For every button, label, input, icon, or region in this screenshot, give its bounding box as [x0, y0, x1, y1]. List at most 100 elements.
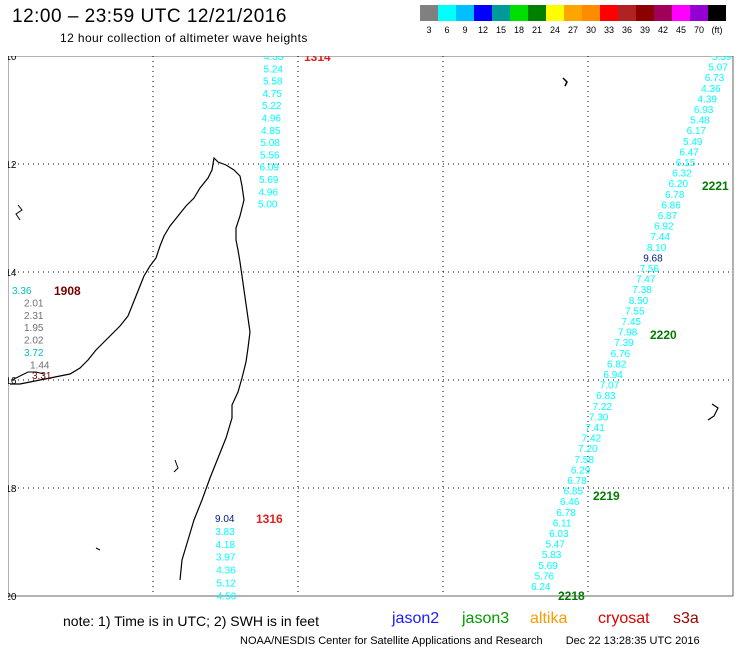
lat-tick-label: -20: [8, 592, 17, 603]
swh-value: 3.83: [215, 527, 235, 538]
legend-altika: altika: [530, 610, 568, 627]
scale-label: 12: [477, 25, 488, 35]
swh-value: 6.94: [603, 370, 623, 381]
swh-value: 2.01: [24, 298, 44, 309]
scale-swatch: [600, 5, 618, 21]
swh-value: 6.11: [553, 518, 572, 529]
track-time-label: 2218: [558, 589, 585, 603]
swh-value: 6.09: [260, 163, 280, 174]
swh-value: 5.47: [545, 540, 565, 551]
swh-value: 5.22: [262, 101, 282, 112]
map-title: 12:00 – 23:59 UTC 12/21/2016: [12, 6, 287, 27]
swh-value: 6.82: [607, 359, 627, 370]
swh-value: 6.87: [658, 211, 678, 222]
scale-label: 18: [513, 25, 524, 35]
swh-value: 5.69: [259, 175, 279, 186]
swh-value: 7.98: [618, 328, 638, 339]
footer: NOAA/NESDIS Center for Satellite Applica…: [240, 635, 720, 647]
swh-value: 6.93: [694, 105, 714, 116]
swh-value: 5.76: [535, 571, 555, 582]
swh-value: 1.44: [30, 360, 50, 371]
swh-value: 3.31: [32, 371, 52, 382]
swh-value: 6.20: [669, 179, 689, 190]
scale-swatch: [564, 5, 582, 21]
track-time-label: 1908: [54, 284, 81, 298]
scale-swatch: [690, 5, 708, 21]
scale-swatch: [456, 5, 474, 21]
swh-value: 6.15: [676, 158, 696, 169]
scale-swatch: [618, 5, 636, 21]
swh-value: 5.48: [690, 116, 710, 127]
track-time-label: 2221: [702, 179, 729, 193]
scale-swatch: [438, 5, 456, 21]
scale-label: 21: [531, 25, 542, 35]
map-frame: [7, 55, 734, 597]
wave-height-map: 454851545760-10-12-14-16-18-20 4.335.245…: [0, 50, 740, 615]
swh-value: 2.02: [24, 336, 44, 347]
scale-label: 6: [444, 25, 450, 35]
legend-s3a: s3a: [673, 610, 699, 627]
swh-value: 4.75: [263, 89, 283, 100]
swh-value: 7.38: [632, 285, 652, 296]
scale-label: 30: [585, 25, 596, 35]
swh-value: 6.17: [687, 126, 707, 137]
swh-value: 6.73: [705, 73, 725, 84]
lat-tick-label: -14: [8, 268, 17, 279]
track-time-label: 1316: [256, 512, 283, 526]
track-time-label: 2220: [650, 328, 677, 342]
swh-value: 5.39: [712, 56, 732, 63]
swh-value: 8.10: [647, 243, 667, 254]
swh-value: 7.58: [574, 455, 594, 466]
map-canvas: 454851545760-10-12-14-16-18-20 4.335.245…: [0, 50, 740, 615]
scale-label: 9: [462, 25, 468, 35]
swh-value: 4.39: [698, 94, 718, 105]
swh-value: 5.08: [261, 138, 281, 149]
altimeter-tracks: 4.335.24 5.584.755.22 4.964.855.085.56 6.09…: [12, 50, 732, 603]
swh-value: 6.92: [654, 222, 674, 233]
legend-jason2: jason2: [392, 610, 440, 627]
swh-value: 6.78: [665, 190, 685, 201]
scale-label: 3: [426, 25, 432, 35]
swh-value: 5.56: [260, 150, 280, 161]
track-time-label: 2219: [593, 489, 620, 503]
swh-value: 9.04: [215, 514, 235, 525]
swh-value: 4.18: [216, 540, 236, 551]
swh-value: 5.83: [542, 550, 562, 561]
scale-swatch: [654, 5, 672, 21]
swh-value: 7.20: [578, 444, 598, 455]
swh-value: 5.24: [264, 64, 284, 75]
swh-value: 7.44: [650, 232, 670, 243]
legend-note: note: 1) Time is in UTC; 2) SWH is in fe…: [63, 613, 319, 629]
swh-value: 7.47: [636, 275, 656, 286]
swh-value: 6.86: [661, 200, 681, 211]
swh-value: 4.85: [261, 126, 281, 137]
swh-value: 6.24: [531, 582, 551, 593]
swh-value: 5.69: [538, 561, 558, 572]
swh-value: 6.78: [567, 476, 587, 487]
swh-value: 6.47: [679, 147, 699, 158]
scale-label: 36: [621, 25, 632, 35]
scale-label: 15: [495, 25, 506, 35]
swh-value: 4.96: [262, 114, 282, 125]
swh-value: 7.41: [585, 423, 605, 434]
scale-label: (ft): [711, 25, 723, 35]
swh-value: 7.56: [640, 264, 660, 275]
scale-swatch: [672, 5, 690, 21]
map-subtitle: 12 hour collection of altimeter wave hei…: [60, 31, 308, 45]
swh-value: 7.55: [625, 306, 645, 317]
track-time-label: 1314: [304, 56, 331, 64]
swh-value: 4.33: [264, 56, 284, 63]
scale-swatch: [492, 5, 510, 21]
swh-value: 7.07: [600, 381, 620, 392]
swh-value: 6.78: [556, 508, 576, 519]
swh-value: 3.97: [216, 553, 236, 564]
swh-value: 8.50: [629, 296, 649, 307]
swh-value: 6.83: [596, 391, 616, 402]
scale-swatch: [510, 5, 528, 21]
swh-value: 5.58: [263, 77, 283, 88]
swh-value: 7.39: [614, 338, 634, 349]
swh-value: 1.95: [24, 323, 44, 334]
lat-tick-label: -10: [8, 56, 17, 63]
swh-value: 9.68: [643, 253, 663, 264]
swh-value: 6.76: [611, 349, 631, 360]
